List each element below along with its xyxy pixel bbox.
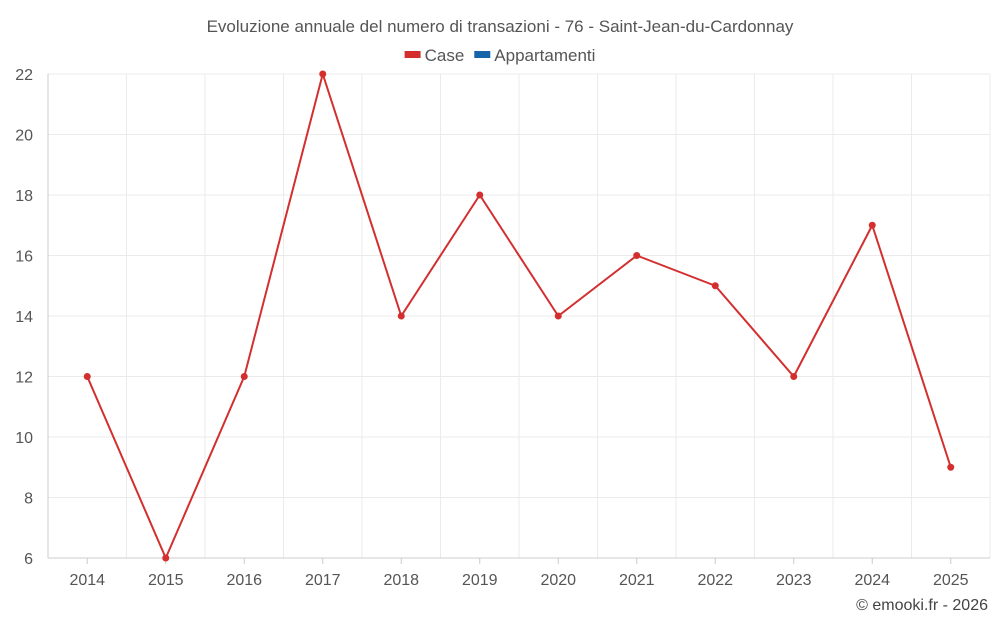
x-tick-label: 2015: [148, 572, 184, 589]
y-tick-label: 10: [15, 430, 33, 447]
data-point: [319, 70, 327, 78]
legend-swatch: [474, 51, 491, 58]
data-point: [868, 221, 876, 229]
series-line-case: [86, 73, 952, 559]
x-tick-label: 2017: [305, 572, 341, 589]
x-tick-label: 2023: [776, 572, 812, 589]
x-tick-label: 2022: [697, 572, 733, 589]
legend: Case Appartamenti: [404, 46, 595, 65]
x-tick-label: 2016: [226, 572, 262, 589]
data-point: [790, 373, 798, 380]
data-point: [397, 312, 405, 320]
x-tick-label: 2021: [619, 572, 655, 589]
legend-label: Appartamenti: [494, 46, 595, 65]
y-tick-label: 6: [24, 551, 33, 568]
data-point: [240, 373, 248, 380]
legend-swatch: [404, 51, 421, 58]
legend-item-case: Case: [404, 46, 465, 65]
grid: [48, 73, 991, 558]
y-tick-label: 22: [15, 67, 33, 84]
x-tick-label: 2025: [933, 572, 969, 589]
data-point: [162, 554, 170, 562]
data-point: [476, 191, 484, 199]
series-layer: [83, 70, 955, 562]
x-tick-label: 2019: [462, 572, 498, 589]
y-tick-label: 20: [15, 128, 33, 145]
data-point: [633, 252, 641, 259]
data-point: [83, 373, 91, 380]
data-point: [711, 282, 719, 290]
y-tick-label: 8: [24, 491, 33, 508]
legend-label: Case: [425, 46, 465, 65]
legend-item-appartamenti: Appartamenti: [474, 46, 595, 65]
data-point: [947, 463, 955, 471]
y-tick-label: 16: [15, 249, 33, 266]
x-tick-label: 2020: [540, 572, 576, 589]
x-tick-label: 2024: [854, 572, 890, 589]
y-tick-label: 18: [15, 188, 33, 205]
x-tick-label: 2014: [69, 572, 105, 589]
chart-title: Evoluzione annuale del numero di transaz…: [207, 17, 794, 36]
y-tick-label: 12: [15, 370, 33, 387]
y-tick-label: 14: [15, 309, 33, 326]
credit-text: © emooki.fr - 2026: [856, 597, 988, 614]
data-point: [554, 312, 562, 320]
x-tick-label: 2018: [383, 572, 419, 589]
